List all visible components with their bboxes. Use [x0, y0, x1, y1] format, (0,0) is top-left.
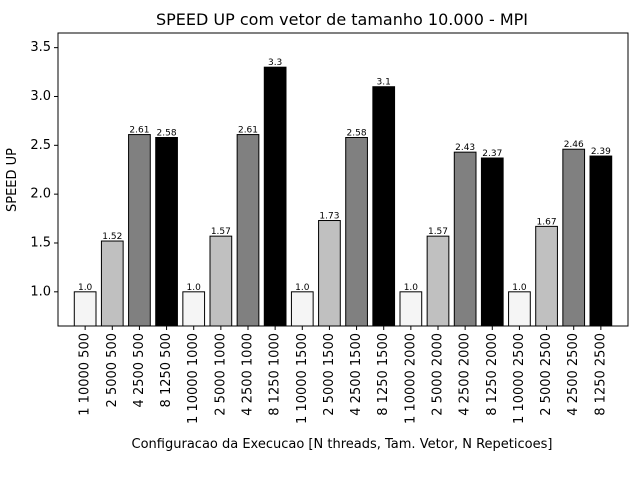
x-tick-label: 1 10000 1500: [295, 333, 310, 424]
bar-value-label: 1.73: [319, 212, 339, 222]
x-tick-label: 2 5000 500: [105, 333, 120, 407]
x-tick-label: 4 2500 1000: [241, 333, 256, 416]
bar: [426, 235, 450, 327]
bar: [589, 155, 613, 327]
bar: [290, 291, 314, 327]
x-tick-label: 1 10000 2000: [403, 333, 418, 424]
bar-value-label: 1.52: [102, 232, 122, 242]
bar: [209, 235, 233, 327]
bar: [182, 291, 206, 327]
y-tick-label: 2.0: [30, 187, 51, 202]
bar: [73, 291, 97, 327]
bar-value-label: 3.1: [377, 78, 391, 88]
bars-group: [73, 66, 613, 327]
bar-value-label: 2.46: [564, 140, 584, 150]
x-tick-label: 8 1250 2500: [593, 333, 608, 416]
plot-frame: [57, 32, 629, 327]
x-tick-label: 2 5000 2000: [431, 333, 446, 416]
bar: [453, 151, 477, 327]
x-tick-label: 2 5000 1500: [322, 333, 337, 416]
bar: [128, 134, 151, 327]
x-tick-label: 8 1250 500: [159, 333, 174, 407]
x-tick-label: 1 10000 1000: [186, 333, 201, 424]
bar-value-label: 2.61: [238, 126, 258, 136]
y-tick-label: 1.0: [30, 284, 51, 299]
bar: [535, 225, 558, 327]
bar: [372, 86, 396, 327]
bar: [399, 291, 423, 327]
x-tick-label: 1 10000 500: [78, 333, 93, 416]
bar-value-label: 1.0: [295, 283, 310, 293]
x-tick-label: 1 10000 2500: [512, 333, 527, 424]
x-axis-label: Configuracao da Execucao [N threads, Tam…: [132, 437, 553, 452]
bar-value-label: 1.67: [537, 217, 557, 227]
bar: [155, 137, 178, 327]
x-tick-label: 4 2500 2500: [566, 333, 581, 416]
bar-value-label: 1.0: [78, 283, 93, 293]
y-axis-label: SPEED UP: [5, 148, 20, 212]
bar-value-label: 1.57: [211, 227, 231, 237]
bar-value-label: 3.3: [268, 58, 282, 68]
bar: [562, 148, 586, 327]
x-tick-label: 4 2500 1500: [349, 333, 364, 416]
x-tick-label: 4 2500 2000: [458, 333, 473, 416]
bar: [508, 291, 531, 327]
bar: [100, 240, 124, 327]
x-tick-label: 2 5000 2500: [539, 333, 554, 416]
bar-value-label: 1.0: [187, 283, 202, 293]
x-axis: 1 10000 500 2 5000 500 4 2500 500 8 1250 50…: [78, 326, 608, 424]
bar-value-label: 2.43: [455, 143, 475, 153]
bar: [263, 66, 287, 327]
data-labels-group: 1.0 1.52 2.61 2.58 1.0 1.57 2.61 3.3 1.0 1.73 2.58…: [78, 58, 611, 293]
y-tick-label: 1.5: [30, 235, 51, 250]
bar: [236, 134, 260, 327]
bar: [345, 137, 368, 327]
chart-title: SPEED UP com vetor de tamanho 10.000 - M…: [156, 10, 528, 29]
x-tick-label: 8 1250 2000: [485, 333, 500, 416]
bar-value-label: 2.37: [482, 149, 502, 159]
x-tick-label: 2 5000 1000: [213, 333, 228, 416]
x-tick-label: 8 1250 1000: [268, 333, 283, 416]
bar: [318, 220, 341, 327]
bar-value-label: 1.57: [428, 227, 448, 237]
bar-value-label: 1.0: [404, 283, 419, 293]
y-tick-label: 2.5: [30, 138, 51, 153]
bar-value-label: 2.39: [591, 147, 611, 157]
bar-value-label: 1.0: [512, 283, 527, 293]
bar: [480, 157, 504, 327]
x-tick-label: 4 2500 500: [132, 333, 147, 407]
bar-value-label: 2.58: [347, 129, 367, 139]
bar-value-label: 2.61: [129, 126, 149, 136]
bar-value-label: 2.58: [157, 129, 177, 139]
y-tick-label: 3.5: [30, 40, 51, 55]
y-tick-label: 3.0: [30, 89, 51, 104]
x-tick-label: 8 1250 1500: [376, 333, 391, 416]
y-axis: 1.0 1.5 2.0 2.5 3.0 3.5: [30, 40, 58, 299]
